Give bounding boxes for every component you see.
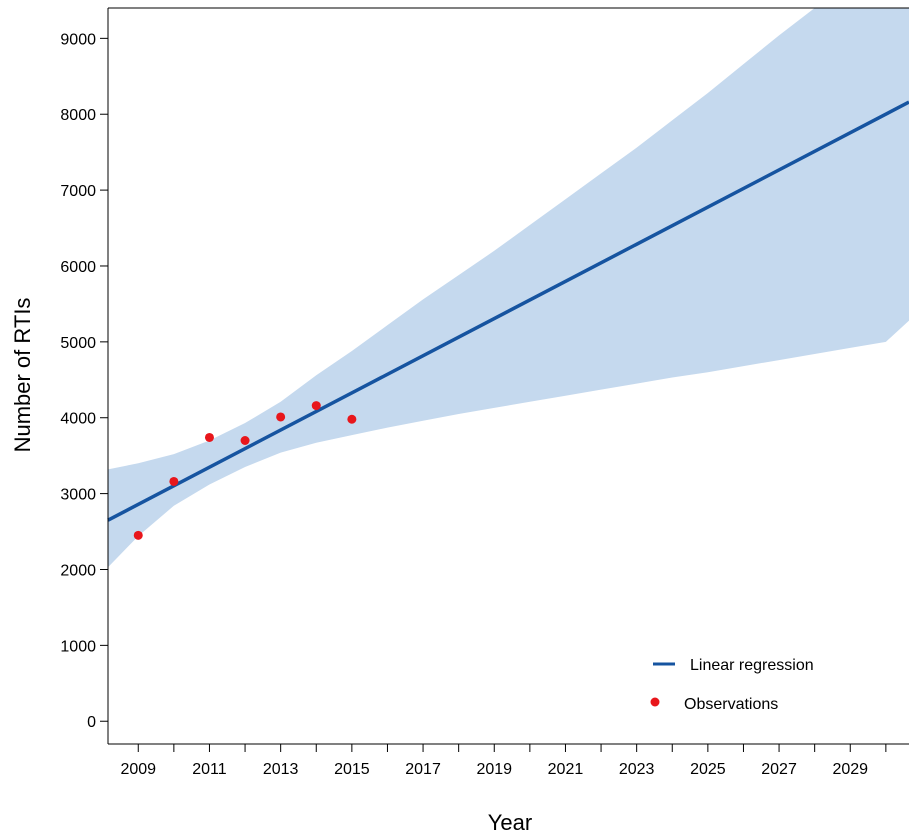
regression-line [107,100,909,522]
observation-point [276,412,286,422]
y-axis-title: Number of RTIs [10,298,35,453]
legend-point-swatch [650,697,660,707]
y-tick-label: 5000 [60,335,96,352]
observation-point [347,414,357,424]
y-tick-label: 2000 [60,562,96,579]
confidence-band-layer [108,8,909,568]
observation-point [311,401,321,411]
axes: 0 1000 2000 3000 4000 5000 6000 7000 8000 9000 200… [60,7,909,778]
observation-point [133,530,143,540]
x-axis-title: Year [488,810,532,835]
x-tick-label: 2021 [548,761,584,778]
legend-label-observations: Observations [684,696,778,713]
y-tick-label: 1000 [60,638,96,655]
x-tick-label: 2025 [690,761,726,778]
legend-label-regression: Linear regression [690,657,814,674]
x-tick-label: 2009 [120,761,156,778]
y-tick-label: 3000 [60,487,96,504]
x-tick-label: 2029 [832,761,868,778]
x-tick-label: 2015 [334,761,370,778]
x-tick-label: 2013 [263,761,299,778]
confidence-band [108,8,909,568]
x-tick-label: 2011 [192,761,227,778]
y-tick-label: 8000 [60,107,96,124]
x-tick-label: 2027 [761,761,797,778]
regression-line-layer [107,100,909,522]
y-tick-label: 7000 [60,183,96,200]
y-tick-label: 6000 [60,259,96,276]
observation-points-layer [133,401,357,540]
x-tick-label: 2023 [619,761,655,778]
observation-point [169,476,179,486]
x-tick-label: 2019 [476,761,512,778]
observation-point [204,432,214,442]
y-tick-label: 0 [87,714,96,731]
y-tick-label: 4000 [60,411,96,428]
legend: Linear regression Observations [650,657,814,713]
x-tick-label: 2017 [405,761,441,778]
y-tick-label: 9000 [60,31,96,48]
observation-point [240,435,250,445]
